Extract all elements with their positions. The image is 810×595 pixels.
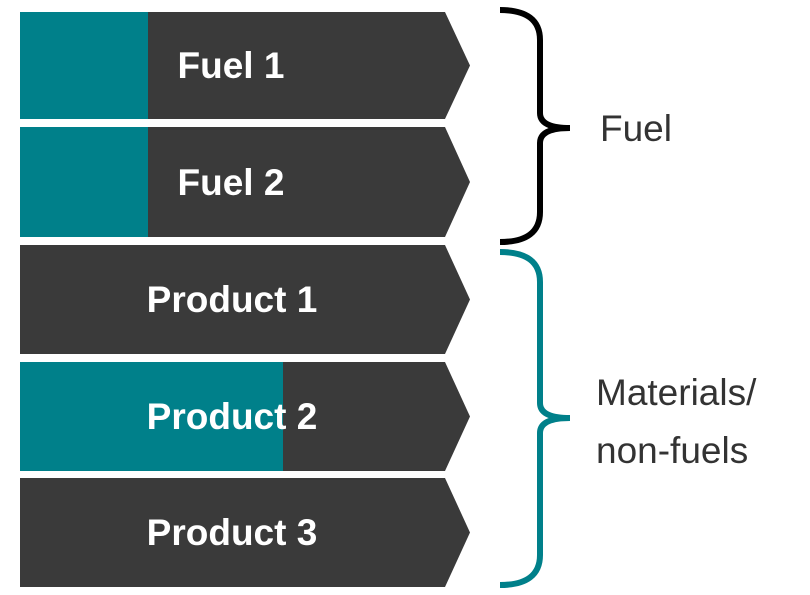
brace (499, 249, 571, 588)
node-label: Fuel 1 (178, 45, 285, 86)
arrow-box (20, 478, 470, 587)
node-label: Product 2 (147, 396, 318, 437)
teal-fill (20, 12, 148, 119)
group-label: non-fuels (596, 430, 748, 471)
arrow-box (20, 245, 470, 354)
node-label: Fuel 2 (178, 162, 285, 203)
teal-fill (20, 127, 148, 237)
group-label: Materials/ (596, 372, 757, 413)
node-label: Product 1 (147, 279, 318, 320)
brace (499, 7, 571, 245)
group-label: Fuel (600, 108, 672, 149)
node-label: Product 3 (147, 512, 318, 553)
teal-fill (20, 362, 283, 471)
